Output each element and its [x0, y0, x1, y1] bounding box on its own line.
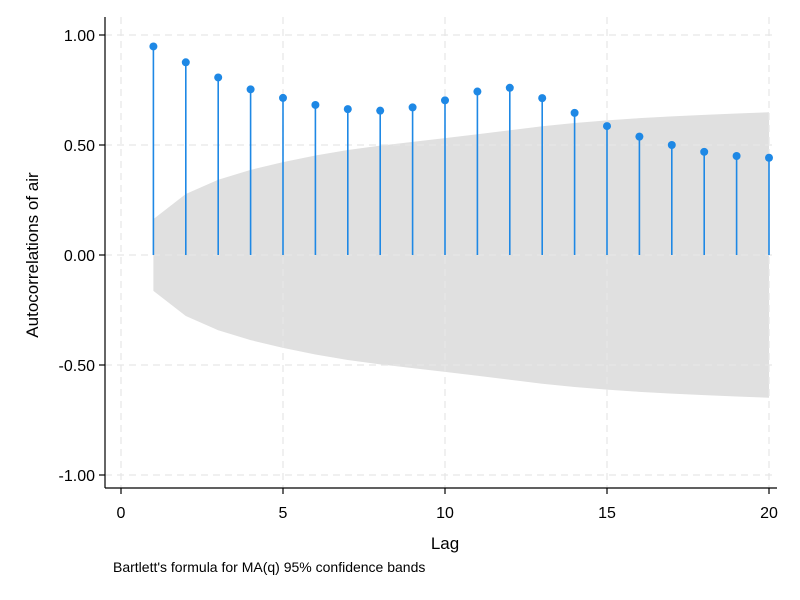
chart-note: Bartlett's formula for MA(q) 95% confide… [113, 559, 425, 575]
y-tick-label-0: 1.00 [64, 28, 95, 45]
x-tick-label-1: 5 [279, 505, 288, 522]
point-lag-9 [408, 103, 417, 112]
point-lag-17 [667, 141, 676, 149]
confidence-band [153, 112, 769, 398]
y-tick-label-3: -0.50 [59, 358, 96, 375]
point-lag-3 [214, 73, 223, 82]
point-lag-11 [473, 87, 482, 96]
point-lag-7 [343, 105, 352, 114]
point-lag-1 [149, 42, 158, 51]
label-layer: 1.00 0.50 0.00 -0.50 -1.00 0 5 10 15 20 [59, 28, 778, 522]
point-lag-6 [311, 100, 320, 109]
point-lag-15 [603, 122, 611, 131]
spike-layer [149, 42, 773, 255]
point-lag-12 [505, 83, 514, 92]
x-axis-title: Lag [431, 534, 459, 553]
axis-layer [99, 17, 777, 494]
point-lag-10 [441, 96, 449, 105]
point-lag-16 [635, 132, 644, 141]
y-axis-title: Autocorrelations of air [23, 172, 42, 338]
point-lag-8 [376, 106, 385, 115]
point-lag-20 [765, 153, 773, 162]
y-tick-label-4: -1.00 [59, 468, 96, 485]
x-tick-label-2: 10 [436, 505, 454, 522]
x-tick-label-4: 20 [760, 505, 778, 522]
point-lag-2 [181, 58, 190, 67]
point-lag-14 [570, 108, 579, 117]
y-tick-label-1: 0.50 [64, 138, 95, 155]
point-lag-5 [279, 93, 287, 102]
point-lag-18 [700, 147, 709, 156]
y-tick-label-2: 0.00 [64, 248, 95, 265]
x-tick-label-0: 0 [117, 505, 126, 522]
x-tick-label-3: 15 [598, 505, 616, 522]
point-lag-4 [246, 85, 255, 94]
point-lag-13 [538, 94, 547, 103]
confidence-band-layer [153, 112, 769, 398]
point-lag-19 [732, 152, 741, 160]
